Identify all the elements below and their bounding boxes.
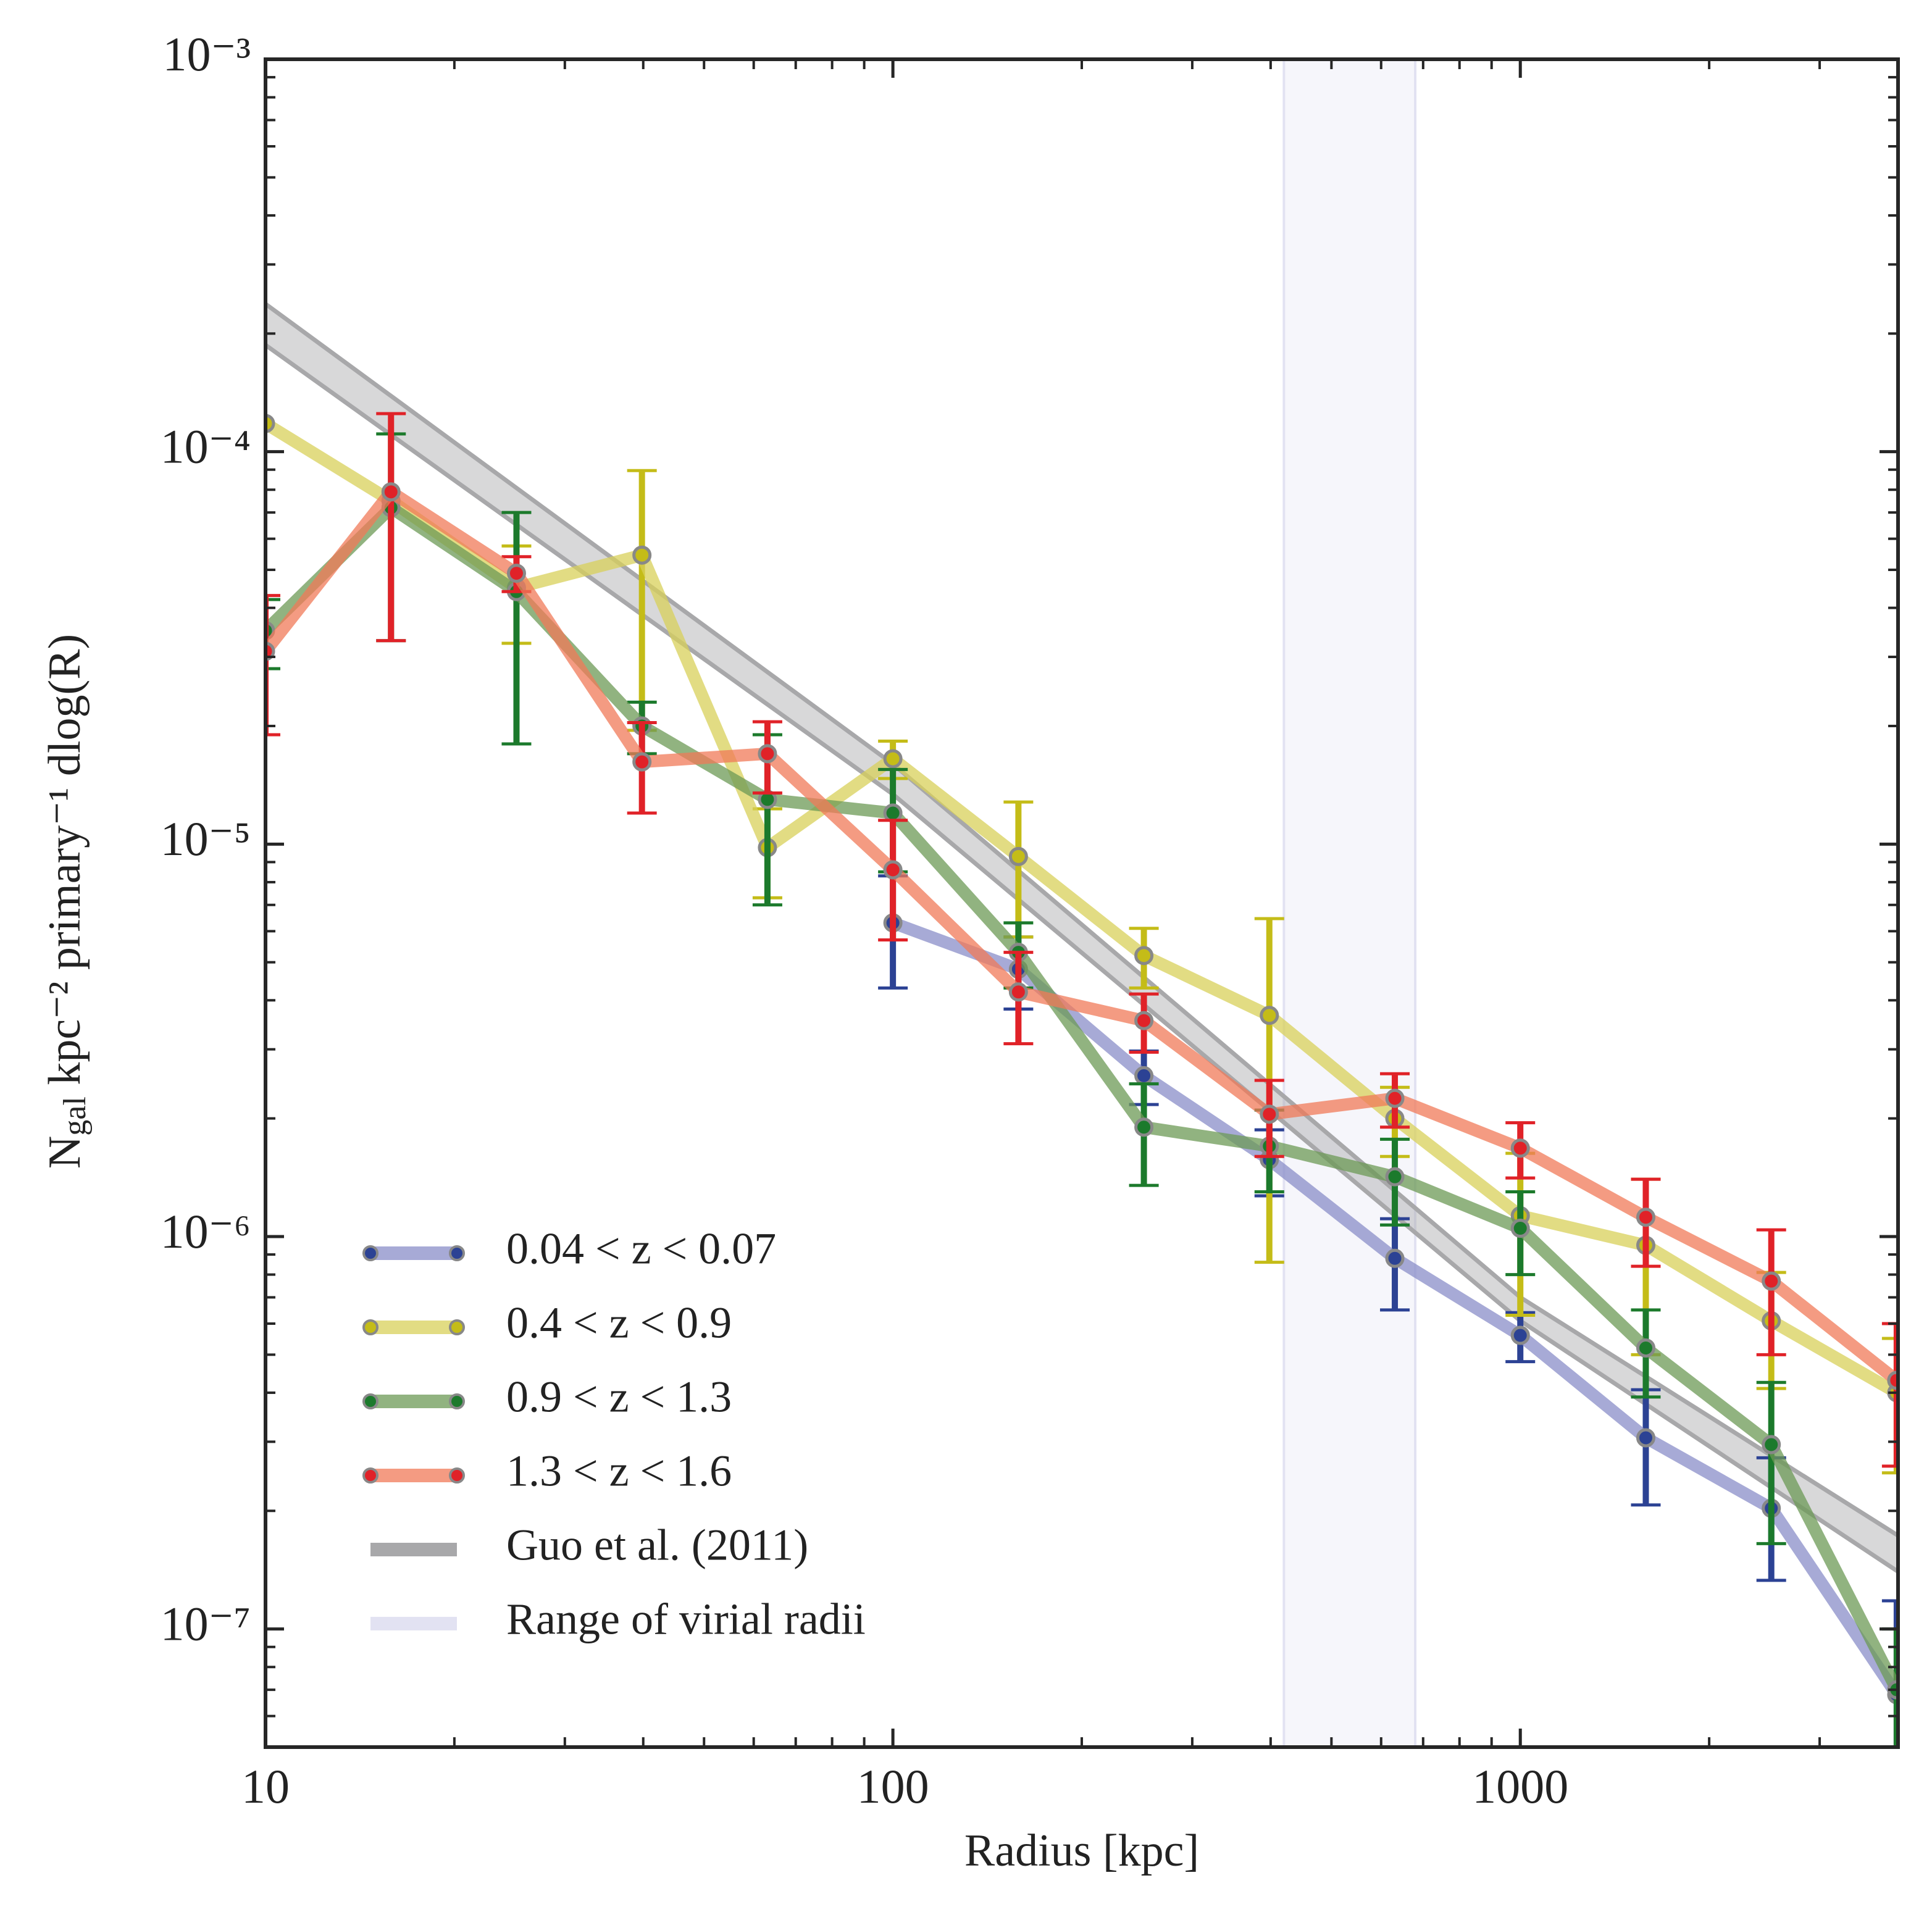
series-marker [1636, 1338, 1655, 1358]
legend-label: 1.3 < z < 1.6 [506, 1446, 732, 1496]
series-marker [266, 641, 275, 661]
series-marker [883, 803, 903, 823]
series-marker [1510, 1219, 1530, 1238]
error-bar [266, 598, 280, 670]
legend-marker [362, 1467, 378, 1484]
series-marker [1762, 1435, 1781, 1454]
series-marker [1134, 1011, 1154, 1030]
x-tick-label: 100 [857, 1759, 929, 1813]
error-bar [1756, 1228, 1786, 1356]
virial-range [1282, 59, 1417, 1747]
y-label-sub: gal [57, 1096, 93, 1136]
series-marker [1134, 1066, 1154, 1085]
series-marker [1385, 1248, 1405, 1268]
error-bar [501, 511, 532, 746]
y-label-part: N [40, 1136, 90, 1169]
series-marker [758, 744, 777, 764]
series-line [266, 418, 1898, 1398]
error-bar [878, 819, 908, 942]
y-tick-label: 10⁻⁷ [161, 1597, 251, 1651]
series-marker [381, 482, 401, 502]
legend: 0.04 < z < 0.07 0.4 < z < 0.9 0.9 < z < 1.… [362, 1224, 866, 1644]
series-marker [1385, 1088, 1405, 1108]
legend-marker [362, 1319, 378, 1335]
plot-area [266, 59, 1898, 1747]
series-marker [1385, 1167, 1405, 1187]
series-marker [1510, 1138, 1530, 1158]
model-edge [266, 302, 1898, 1538]
legend-marker [449, 1393, 465, 1409]
legend-label: 0.9 < z < 1.3 [506, 1372, 732, 1422]
y-tick-label: 10⁻⁴ [161, 420, 251, 474]
y-tick-label: 10⁻³ [162, 27, 251, 81]
legend-marker [362, 1393, 378, 1409]
legend-label: 0.4 < z < 0.9 [506, 1298, 732, 1348]
legend-label: 0.04 < z < 0.07 [506, 1224, 776, 1274]
series-marker [506, 564, 526, 583]
series-marker [632, 545, 652, 565]
series-marker [1008, 846, 1028, 866]
series-marker [1636, 1208, 1655, 1227]
error-bar [1756, 1380, 1786, 1545]
series-line [266, 485, 1898, 1385]
series-marker [883, 860, 903, 880]
series-marker [1636, 1428, 1655, 1448]
x-axis-label: Radius [kpc] [964, 1826, 1199, 1876]
y-tick-label: 10⁻⁵ [161, 812, 251, 866]
series-marker [1008, 982, 1028, 1002]
x-tick-label: 1000 [1472, 1759, 1568, 1813]
legend-marker [449, 1467, 465, 1484]
legend-marker [362, 1245, 378, 1261]
legend-marker [449, 1319, 465, 1335]
y-label-part: kpc⁻² primary⁻¹ dlog(R) [40, 634, 90, 1096]
axes: 10 100 1000 10⁻³ 10⁻⁴ 10⁻⁵ 10⁻⁶ 10⁻⁷ 0.04 < z < … [161, 27, 1900, 1813]
series-marker [1134, 946, 1154, 966]
series-marker [883, 749, 903, 769]
series-marker [266, 414, 275, 433]
y-axis-label: Ngal kpc⁻² primary⁻¹ dlog(R) [40, 634, 93, 1169]
series-line [266, 501, 1898, 1693]
error-bar [266, 594, 280, 737]
series-marker [1134, 1117, 1154, 1137]
series-marker [1260, 1104, 1279, 1124]
y-tick-label: 10⁻⁶ [161, 1204, 251, 1258]
x-tick-label: 10 [241, 1759, 290, 1813]
series-marker [1260, 1006, 1279, 1025]
series-marker [1762, 1271, 1781, 1291]
legend-label: Guo et al. (2011) [506, 1521, 808, 1570]
series-marker [632, 752, 652, 772]
legend-label: Range of virial radii [506, 1595, 866, 1644]
legend-marker [449, 1245, 465, 1261]
series-marker [1510, 1325, 1530, 1345]
error-bar [376, 412, 406, 643]
